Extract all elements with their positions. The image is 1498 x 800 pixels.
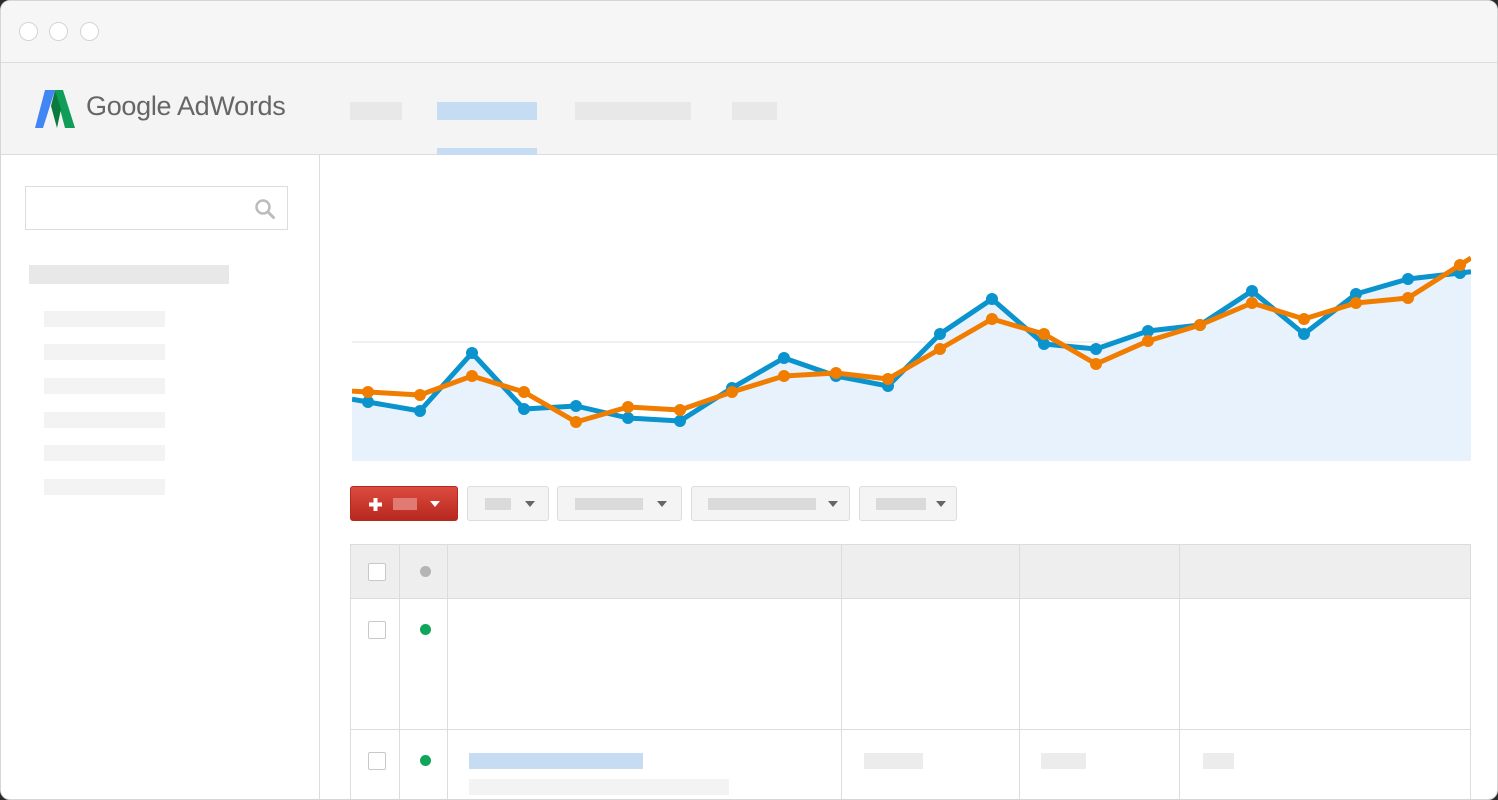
app-header: Google AdWords: [1, 63, 1497, 155]
nav-tab-1[interactable]: [350, 102, 402, 120]
data-point-1: [1246, 285, 1258, 297]
filter-dropdown-1[interactable]: [467, 486, 549, 521]
data-point-2: [934, 343, 946, 355]
data-point-2: [1090, 358, 1102, 370]
adwords-logo-icon: [35, 90, 75, 128]
caret-down-icon: [525, 501, 535, 507]
status-enabled-icon: [420, 624, 431, 635]
table-header: [351, 545, 1470, 599]
data-point-1: [570, 400, 582, 412]
caret-down-icon: [657, 501, 667, 507]
data-point-2: [466, 370, 478, 382]
status-enabled-icon: [420, 755, 431, 766]
data-point-1: [1090, 343, 1102, 355]
data-point-1: [674, 415, 686, 427]
data-point-2: [674, 404, 686, 416]
data-point-1: [414, 405, 426, 417]
row-checkbox[interactable]: [368, 752, 386, 770]
select-all-checkbox[interactable]: [368, 563, 386, 581]
data-point-2: [1038, 328, 1050, 340]
data-point-2: [1142, 335, 1154, 347]
cell-value: [1041, 753, 1086, 769]
data-point-1: [466, 347, 478, 359]
campaigns-table: [350, 544, 1471, 799]
data-point-1: [518, 403, 530, 415]
add-button[interactable]: [350, 486, 458, 521]
data-point-2: [1298, 313, 1310, 325]
sidebar-item[interactable]: [44, 344, 165, 360]
data-point-1: [622, 412, 634, 424]
data-point-2: [518, 386, 530, 398]
series-line-1: [352, 269, 1471, 424]
campaign-name-link[interactable]: [469, 753, 643, 769]
filter-dropdown-3[interactable]: [691, 486, 850, 521]
data-point-2: [830, 367, 842, 379]
data-point-2: [726, 386, 738, 398]
data-point-2: [1454, 259, 1466, 271]
brand-name: Google AdWords: [86, 91, 286, 121]
data-point-2: [362, 386, 374, 398]
sidebar-section-heading[interactable]: [29, 265, 229, 284]
campaign-subtext: [469, 779, 729, 795]
row-checkbox[interactable]: [368, 621, 386, 639]
data-point-1: [934, 328, 946, 340]
cell-value: [1203, 753, 1234, 769]
window-minimize-button[interactable]: [49, 22, 68, 41]
data-point-2: [570, 416, 582, 428]
status-header-icon[interactable]: [420, 566, 431, 577]
data-point-2: [1350, 297, 1362, 309]
data-point-1: [1038, 338, 1050, 350]
window-maximize-button[interactable]: [80, 22, 99, 41]
data-point-1: [1142, 325, 1154, 337]
data-point-2: [622, 401, 634, 413]
data-point-1: [986, 293, 998, 305]
caret-down-icon: [430, 501, 440, 507]
search-icon[interactable]: [254, 198, 276, 220]
filter-dropdown-4[interactable]: [859, 486, 957, 521]
title-bar: [1, 1, 1497, 63]
data-point-1: [778, 352, 790, 364]
nav-tab-2-active[interactable]: [437, 102, 537, 120]
data-point-1: [1402, 273, 1414, 285]
window-close-button[interactable]: [19, 22, 38, 41]
sidebar-item[interactable]: [44, 378, 165, 394]
series-line-2: [352, 255, 1471, 425]
caret-down-icon: [828, 501, 838, 507]
sidebar-item[interactable]: [44, 412, 165, 428]
data-point-2: [882, 373, 894, 385]
data-point-2: [986, 313, 998, 325]
data-point-2: [1402, 292, 1414, 304]
filter-dropdown-2[interactable]: [557, 486, 682, 521]
data-point-2: [1246, 297, 1258, 309]
performance-chart: [352, 255, 1471, 461]
sidebar-item[interactable]: [44, 311, 165, 327]
sidebar: [1, 155, 320, 799]
nav-tab-4[interactable]: [732, 102, 777, 120]
data-point-1: [1350, 288, 1362, 300]
plus-icon: [369, 498, 382, 511]
add-button-label: [393, 498, 417, 510]
caret-down-icon: [936, 501, 946, 507]
cell-value: [864, 753, 923, 769]
nav-active-underline: [437, 148, 537, 155]
table-row: [351, 599, 1470, 729]
nav-tab-3[interactable]: [575, 102, 691, 120]
sidebar-item[interactable]: [44, 479, 165, 495]
data-point-1: [1298, 328, 1310, 340]
sidebar-item[interactable]: [44, 445, 165, 461]
data-point-2: [1194, 319, 1206, 331]
table-row: [351, 730, 1470, 799]
search-input[interactable]: [25, 186, 288, 230]
data-point-2: [778, 370, 790, 382]
data-point-1: [362, 396, 374, 408]
data-point-2: [414, 389, 426, 401]
